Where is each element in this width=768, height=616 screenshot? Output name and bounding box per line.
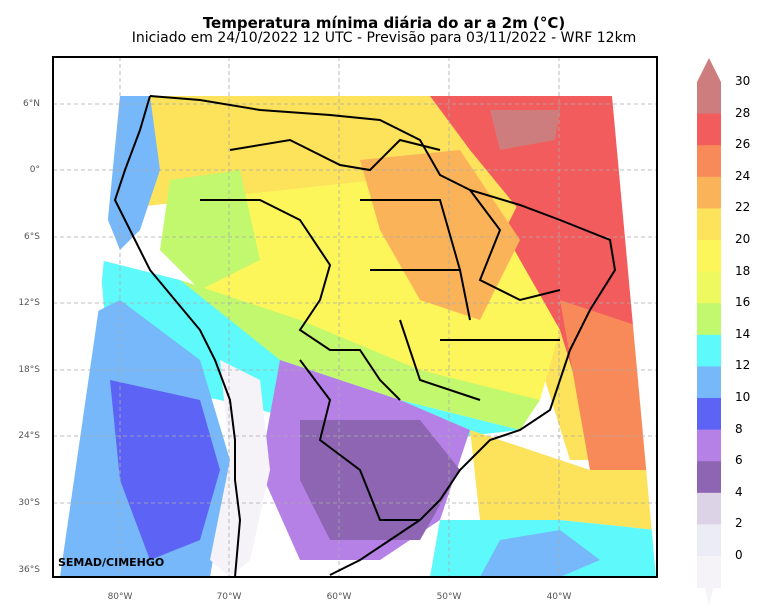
colorbar-swatch: [697, 176, 721, 209]
lat-label-36s: 36°S: [18, 565, 40, 575]
colorbar: [697, 58, 721, 606]
outside-domain-left: [53, 57, 120, 577]
colorbar-swatch: [697, 398, 721, 431]
band-atlantic-south-yellow: [470, 430, 656, 530]
lon-label-80w: 80°W: [107, 592, 133, 602]
colorbar-tick-label: 14: [735, 326, 751, 341]
colorbar-tick-label: 30: [735, 74, 751, 88]
colorbar-swatch: [697, 461, 721, 494]
map-title: Temperatura mínima diária do ar a 2m (°C…: [202, 14, 566, 32]
map-field: [53, 57, 657, 577]
band-andes-white: [210, 360, 270, 577]
colorbar-tick-label: 28: [735, 105, 751, 120]
map-subtitle: Iniciado em 24/10/2022 12 UTC - Previsão…: [131, 30, 637, 46]
colorbar-swatch: [697, 82, 721, 115]
lat-label-0: 0°: [29, 165, 40, 175]
border-paraguay-arg: [299, 359, 420, 521]
band-darkpurple-south: [300, 420, 460, 540]
band-blue-pacific-dark: [110, 380, 220, 560]
colorbar-swatch: [697, 492, 721, 525]
colorbar-swatch: [697, 208, 721, 241]
colorbar-tick-label: 4: [735, 484, 743, 499]
colorbar-tick-label: 10: [735, 390, 751, 404]
band-orange-coast: [560, 300, 656, 470]
colorbar-tick-label: 6: [735, 453, 743, 468]
map-frame: [52, 56, 658, 578]
colorbar-swatch: [697, 366, 721, 399]
band-atlantic-south-blue: [480, 530, 600, 577]
colorbar-swatch: [697, 271, 721, 304]
colorbar-tick-label: 16: [735, 295, 751, 310]
band-green: [170, 280, 540, 430]
colorbar-tick-label: 12: [735, 358, 751, 373]
credit-label: SEMAD/CIMEHGO: [58, 556, 165, 569]
border-brazil-west: [200, 199, 401, 401]
colorbar-tick-label: 20: [735, 232, 751, 246]
colorbar-swatch: [697, 429, 721, 462]
colorbar-swatch: [697, 303, 721, 336]
colorbar-swatch: [697, 334, 721, 367]
colorbar-swatch: [697, 240, 721, 273]
colorbar-swatch: [697, 145, 721, 178]
coast-south-america: [113, 95, 617, 577]
colorbar-tick-label: 24: [735, 168, 751, 183]
colorbar-swatch: [697, 113, 721, 146]
colorbar-tick-label: 0: [735, 548, 743, 562]
lat-label-6n: 6°N: [23, 99, 40, 109]
gridlines: [53, 57, 657, 577]
colorbar-extend-top: [697, 58, 721, 82]
band-hot-sea-top: [490, 110, 560, 150]
lon-label-70w: 70°W: [216, 592, 242, 602]
lon-label-40w: 40°W: [546, 592, 572, 602]
border-brazil-states-1: [360, 199, 560, 341]
lat-label-6s: 6°S: [24, 232, 40, 242]
outside-domain-right: [612, 96, 657, 577]
coastlines: [113, 95, 617, 577]
colorbar-tick-label: 18: [735, 263, 751, 278]
lon-label-60w: 60°W: [326, 592, 352, 602]
lat-label-30s: 30°S: [18, 498, 40, 508]
band-hot-north: [110, 96, 655, 460]
colorbar-extend-bottom: [697, 556, 721, 606]
lat-label-18s: 18°S: [18, 365, 40, 375]
lat-label-24s: 24°S: [18, 431, 40, 441]
lon-label-50w: 50°W: [436, 592, 462, 602]
colorbar-tick-label: 2: [735, 516, 743, 531]
lat-label-12s: 12°S: [18, 298, 40, 308]
outside-domain-top: [53, 57, 657, 96]
border-brazil-states-2: [399, 189, 561, 401]
colorbar-tick-label: 22: [735, 200, 751, 215]
border-brazil-north: [229, 138, 441, 172]
colorbar-tick-label: 26: [735, 137, 751, 152]
colorbar-tick-label: 8: [735, 421, 743, 436]
colorbar-swatch: [697, 524, 721, 557]
